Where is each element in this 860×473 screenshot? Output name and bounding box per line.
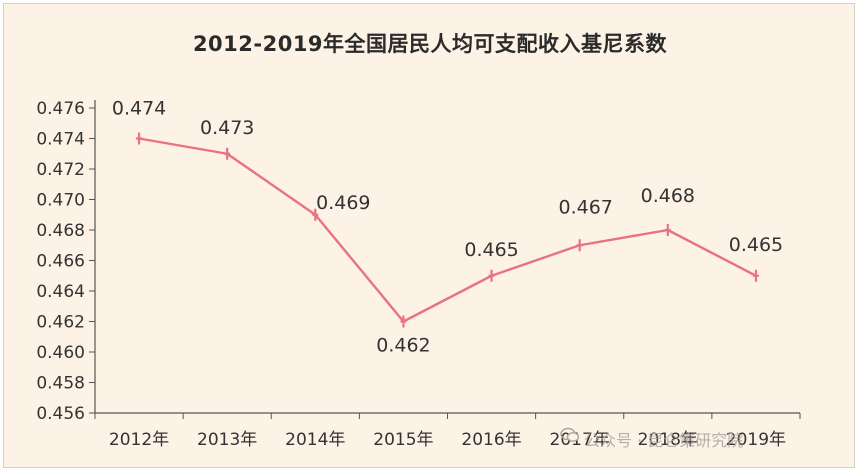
x-tick-label: 2014年 bbox=[285, 430, 345, 450]
x-tick-label: 2012年 bbox=[109, 430, 169, 450]
x-tick-label: 2019年 bbox=[726, 430, 786, 450]
y-tick-label: 0.466 bbox=[36, 252, 85, 272]
chart-title: 2012-2019年全国居民人均可支配收入基尼系数 bbox=[192, 32, 668, 56]
data-label: 0.474 bbox=[112, 98, 166, 120]
y-tick-label: 0.474 bbox=[36, 130, 85, 150]
y-tick-label: 0.460 bbox=[36, 343, 85, 363]
x-tick-label: 2018年 bbox=[638, 430, 698, 450]
x-tick-label: 2013年 bbox=[197, 430, 257, 450]
x-tick-label: 2015年 bbox=[373, 430, 433, 450]
y-tick-label: 0.476 bbox=[36, 99, 85, 119]
data-label: 0.469 bbox=[316, 192, 370, 214]
y-tick-label: 0.458 bbox=[36, 374, 85, 394]
chart-frame bbox=[3, 3, 855, 468]
series-line bbox=[138, 137, 757, 323]
x-tick-label: 2017年 bbox=[550, 430, 610, 450]
data-label: 0.465 bbox=[729, 234, 783, 256]
data-label: 0.462 bbox=[376, 335, 430, 357]
y-tick-label: 0.470 bbox=[36, 191, 85, 211]
y-tick-label: 0.462 bbox=[36, 313, 85, 333]
data-label: 0.468 bbox=[641, 185, 695, 207]
x-tick-label: 2016年 bbox=[461, 430, 521, 450]
data-label: 0.473 bbox=[200, 117, 254, 139]
data-label: 0.465 bbox=[464, 239, 518, 261]
y-tick-label: 0.472 bbox=[36, 160, 85, 180]
watermark-text: 公众号 · 昆仑策研究院 bbox=[584, 431, 744, 450]
y-tick-label: 0.468 bbox=[36, 221, 85, 241]
y-tick-label: 0.464 bbox=[36, 282, 85, 302]
wechat-icon bbox=[560, 427, 580, 442]
y-tick-label: 0.456 bbox=[36, 404, 85, 424]
data-label: 0.467 bbox=[558, 196, 612, 218]
